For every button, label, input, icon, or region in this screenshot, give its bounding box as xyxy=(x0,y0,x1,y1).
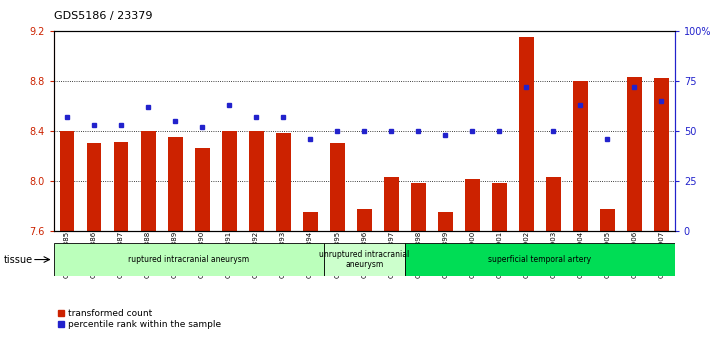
Bar xyxy=(405,243,675,276)
Bar xyxy=(627,77,642,231)
Bar xyxy=(492,183,507,231)
Bar xyxy=(141,131,156,231)
Bar xyxy=(54,243,323,276)
Legend: transformed count, percentile rank within the sample: transformed count, percentile rank withi… xyxy=(58,309,221,329)
Text: unruptured intracranial
aneurysm: unruptured intracranial aneurysm xyxy=(319,250,409,269)
Bar xyxy=(60,131,74,231)
Bar xyxy=(168,137,183,231)
Bar xyxy=(195,148,209,231)
Bar xyxy=(221,131,236,231)
Bar xyxy=(438,212,453,231)
Bar xyxy=(323,243,405,276)
Bar xyxy=(654,78,668,231)
Bar xyxy=(303,212,318,231)
Bar xyxy=(357,209,371,231)
Bar xyxy=(545,177,560,231)
Bar xyxy=(86,143,101,231)
Bar xyxy=(276,133,291,231)
Bar xyxy=(411,183,426,231)
Bar xyxy=(114,142,129,231)
Bar xyxy=(465,179,480,231)
Bar xyxy=(573,81,588,231)
Bar xyxy=(383,177,398,231)
Text: superficial temporal artery: superficial temporal artery xyxy=(488,255,591,264)
Bar xyxy=(330,143,345,231)
Text: tissue: tissue xyxy=(4,254,33,265)
Text: GDS5186 / 23379: GDS5186 / 23379 xyxy=(54,11,152,21)
Bar xyxy=(519,37,533,231)
Bar xyxy=(600,209,615,231)
Text: ruptured intracranial aneurysm: ruptured intracranial aneurysm xyxy=(128,255,249,264)
Bar xyxy=(248,131,263,231)
